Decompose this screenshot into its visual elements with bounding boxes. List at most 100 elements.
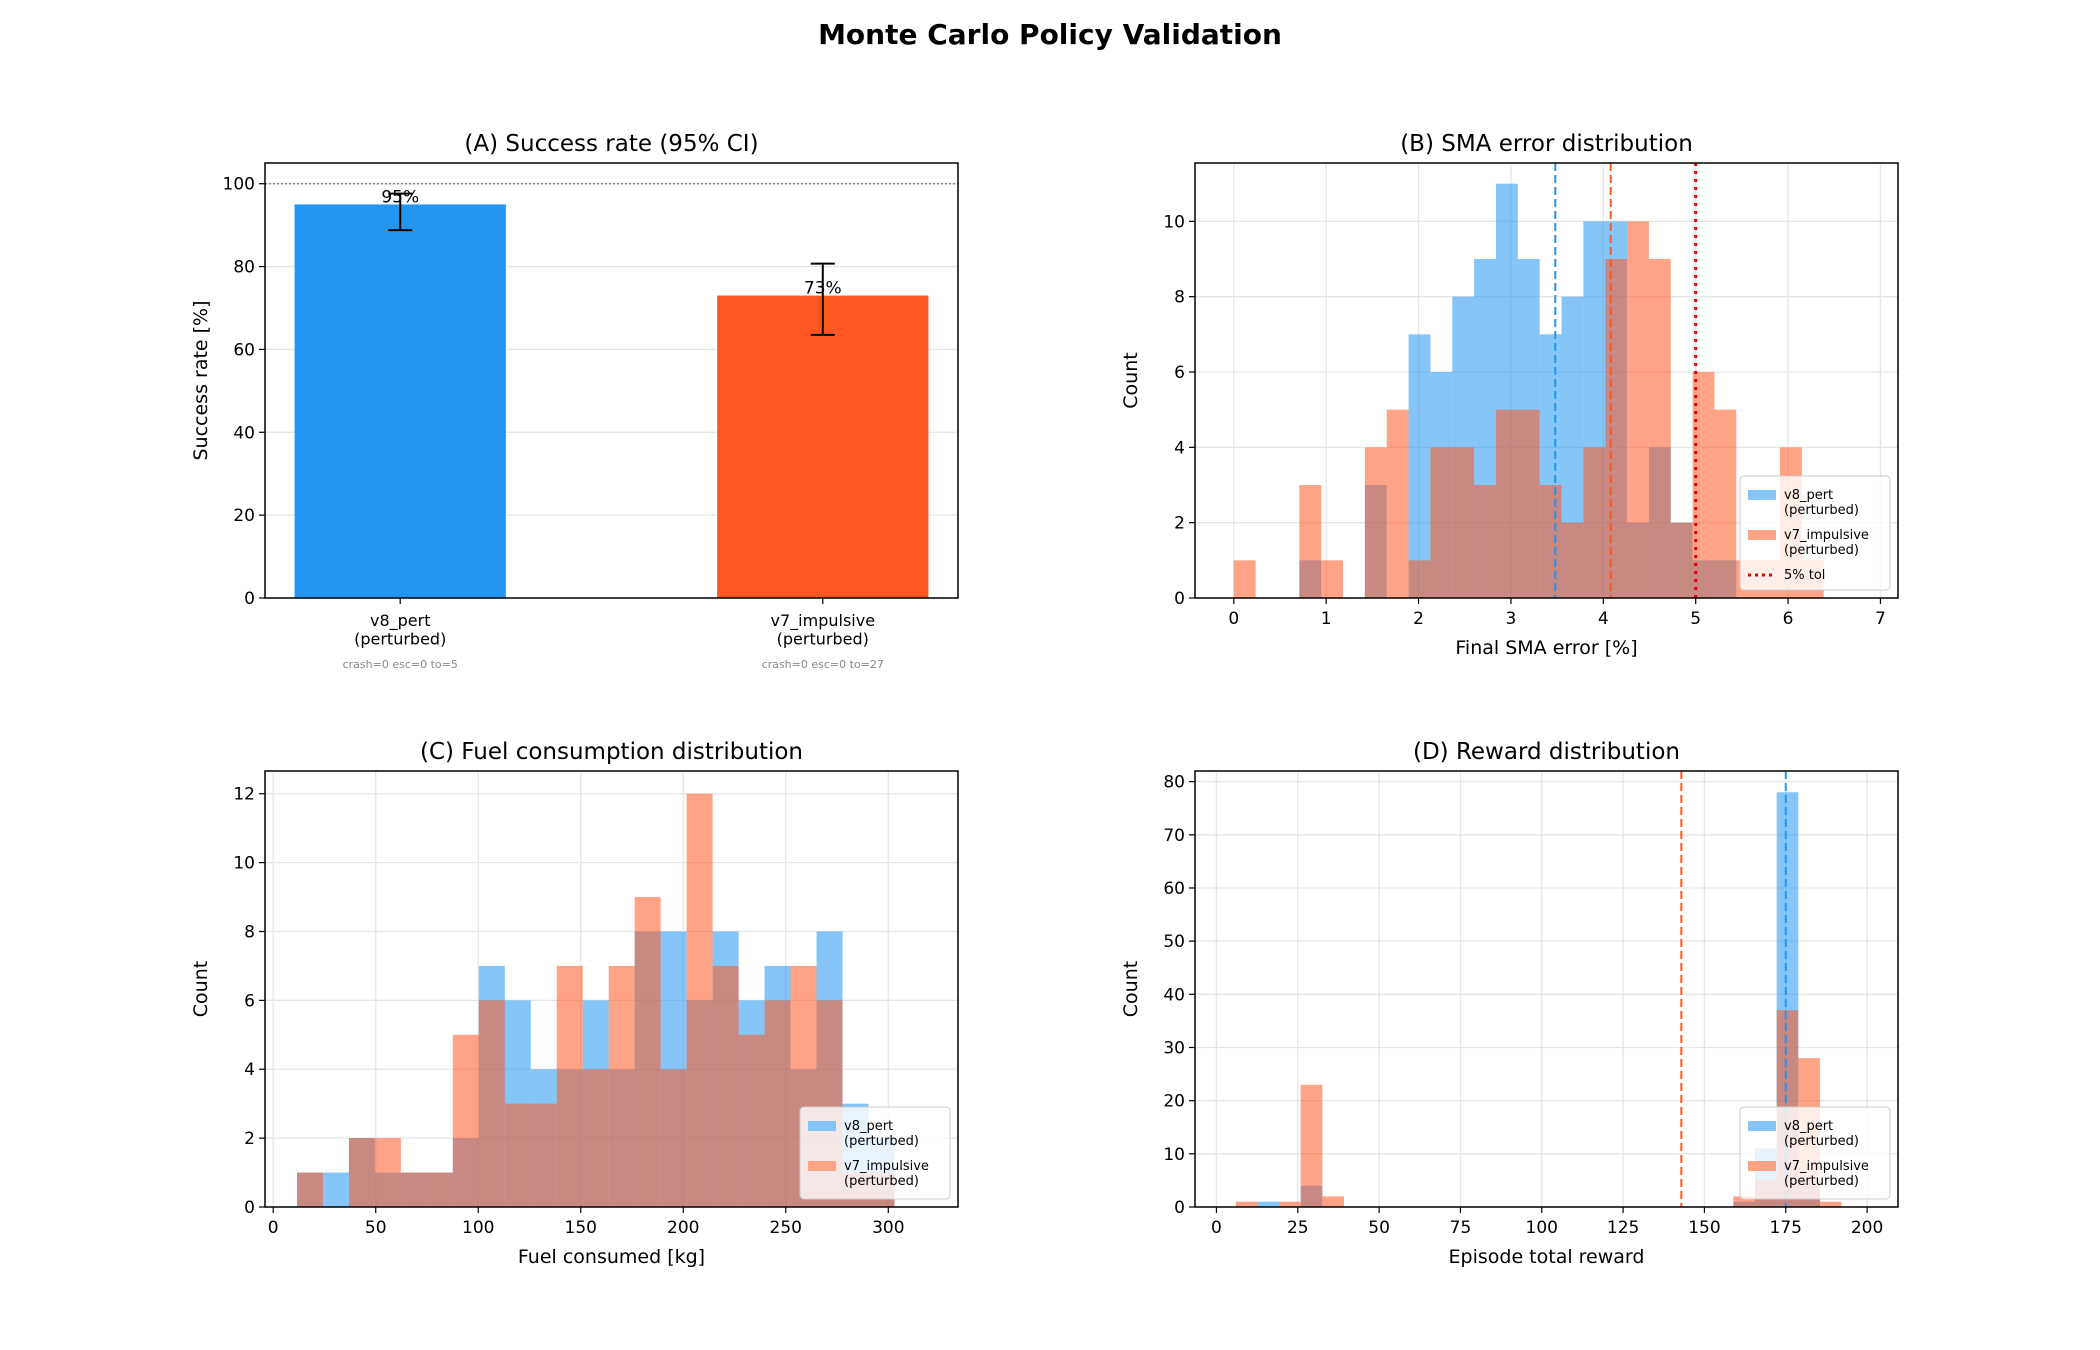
panel-b: 0 2 4 6 8 10 0 1 2 3 4 5 6 7 v8_pert (perturbed) v7_impu… [1120,131,1899,659]
bar-0 [294,204,506,598]
legend: v8_pert (perturbed) v7_impulsive (perturbed… [1739,475,1891,591]
histogram-bar-v7 [1322,1196,1344,1207]
legend-frame [1739,475,1891,591]
bar-value-label: 73% [804,279,842,299]
x-tick-label: v7_impulsive (perturbed) [771,611,876,648]
histogram-bar-v7 [1627,221,1649,598]
histogram-bar-v7 [1583,447,1606,598]
legend-swatch [808,1121,836,1131]
histogram-bar-v7 [660,1069,687,1207]
y-tick-label: 30 [1163,1038,1185,1058]
x-tick-label: 25 [1287,1218,1309,1238]
axes-frame [264,770,959,1208]
histogram-bar-v7 [1714,409,1737,598]
axes-frame [1194,770,1899,1208]
legend-label: v8_pert (perturbed) [1784,488,1859,518]
x-tick-label: 150 [1688,1218,1720,1238]
panel-title: (A) Success rate (95% CI) [464,131,758,157]
legend-swatch [1748,1121,1776,1131]
y-tick-label: 2 [244,1129,255,1149]
x-tick-label: 175 [1770,1218,1802,1238]
histogram-bar-v7 [296,1172,323,1207]
histogram-bar-v7 [1819,1201,1842,1207]
x-tick-label: 6 [1783,609,1794,629]
histogram-bar-v7 [1517,409,1540,598]
x-tick-label: 50 [1368,1218,1390,1238]
y-tick-label: 6 [1174,363,1185,383]
x-axis-label: Fuel consumed [kg] [518,1246,705,1268]
x-tick-label: 0 [1211,1218,1222,1238]
histogram-bar-v7 [634,897,661,1207]
histogram-bar-v7 [1474,485,1496,598]
legend-swatch [808,1161,836,1171]
y-axis-label: Count [1120,961,1142,1017]
histogram-bar-v8 [1257,1201,1280,1207]
legend: v8_pert (perturbed) v7_impulsive (perturbed… [799,1106,951,1200]
y-tick-label: 0 [244,589,255,609]
histogram-bar-v7 [504,1103,531,1207]
x-tick-label: 1 [1321,609,1332,629]
axes-frame [1194,162,1899,599]
histogram-bar-v7 [764,1000,791,1207]
y-tick-label: 40 [233,423,255,443]
x-tick-label: 7 [1875,609,1886,629]
histogram-bar-v7 [400,1172,427,1207]
histogram-bar-v7 [582,1069,609,1207]
y-tick-label: 10 [1163,1145,1185,1165]
histogram-bar-v7 [1539,485,1562,598]
legend-label: v8_pert (perturbed) [844,1119,919,1149]
y-tick-label: 60 [233,340,255,360]
bar-note: crash=0 esc=0 to=5 [343,658,458,671]
y-tick-label: 50 [1163,932,1185,952]
x-tick-label: 50 [365,1218,387,1238]
x-tick-label: 125 [1607,1218,1639,1238]
y-tick-label: 80 [233,258,255,278]
x-tick-label: 250 [770,1218,802,1238]
x-tick-label: 0 [1228,609,1239,629]
x-axis-label: Final SMA error [%] [1455,637,1637,659]
x-tick-label: 3 [1506,609,1517,629]
histogram-bar-v7 [478,1000,505,1207]
histogram-bar-v7 [426,1172,453,1207]
y-tick-label: 8 [244,922,255,942]
y-tick-label: 8 [1174,288,1185,308]
histogram-bar-v7 [1452,447,1475,598]
histogram-bar-v8 [1408,334,1431,598]
histogram-bar-v7 [1408,560,1431,598]
figure-title: Monte Carlo Policy Validation [818,18,1282,51]
y-tick-label: 20 [1163,1092,1185,1112]
histogram-bar-v7 [1233,560,1256,598]
x-tick-label: 200 [667,1218,699,1238]
x-tick-label: 0 [268,1218,279,1238]
x-tick-label: 75 [1450,1218,1472,1238]
x-tick-label: 100 [1526,1218,1558,1238]
histogram-bar-v7 [1692,372,1715,598]
y-tick-label: 12 [233,785,255,805]
legend: v8_pert (perturbed) v7_impulsive (perturbed… [1739,1106,1891,1200]
histogram-bar-v7 [1670,522,1693,598]
y-tick-label: 70 [1163,826,1185,846]
legend-label: v8_pert (perturbed) [1784,1119,1859,1149]
histogram-bar-v7 [1300,1084,1323,1207]
y-tick-label: 6 [244,991,255,1011]
legend-frame [1739,1106,1891,1200]
y-tick-label: 4 [1174,438,1185,458]
histogram-bar-v7 [686,793,713,1207]
histogram-bar-v7 [712,965,739,1207]
panel-title: (D) Reward distribution [1413,739,1680,765]
bar-note: crash=0 esc=0 to=27 [762,658,884,671]
y-tick-label: 10 [233,854,255,874]
y-tick-label: 20 [233,506,255,526]
y-axis-label: Success rate [%] [190,300,212,460]
x-axis-label: Episode total reward [1449,1246,1645,1268]
legend-label: 5% tol [1784,568,1825,583]
histogram-bar-v7 [1430,447,1453,598]
y-tick-label: 0 [1174,1198,1185,1218]
y-tick-label: 80 [1163,773,1185,793]
histogram-bar-v7 [1733,1196,1756,1207]
legend-swatch [1748,1161,1776,1171]
y-tick-label: 10 [1163,212,1185,232]
x-tick-label: 300 [872,1218,904,1238]
y-tick-label: 100 [223,175,255,195]
